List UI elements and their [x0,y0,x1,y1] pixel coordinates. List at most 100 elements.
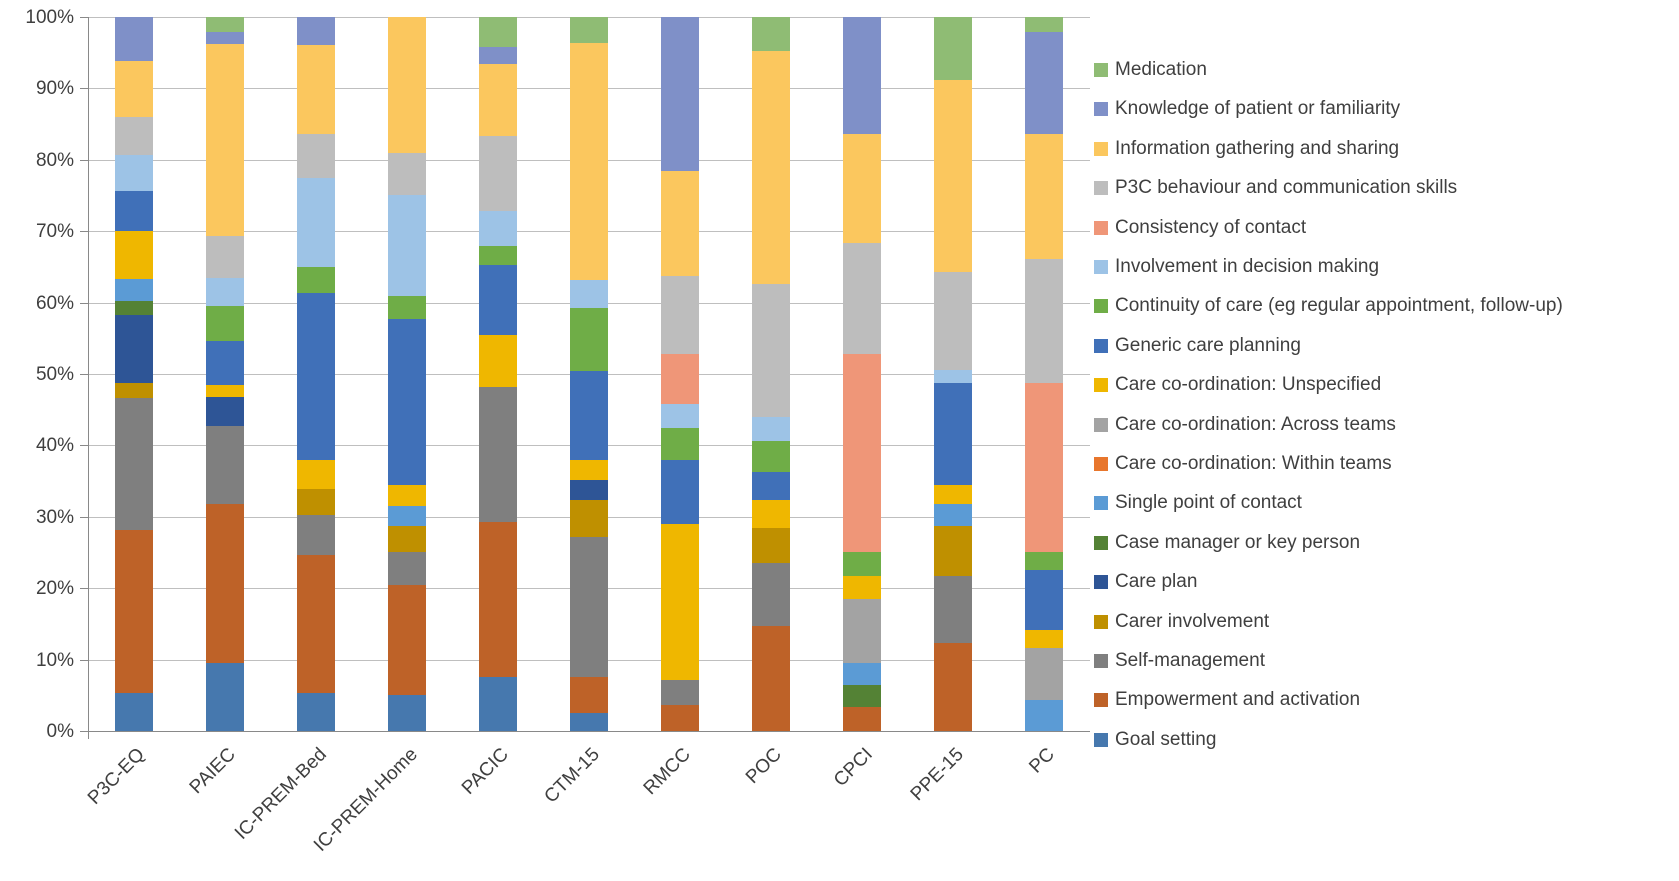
segment-IC-PREM-Home-Carer involvement [387,526,426,552]
bar-IC-PREM-Home [387,17,426,731]
legend-item-Medication: Medication [1094,60,1207,80]
plot-area [88,17,1090,731]
segment-IC-PREM-Home-Self-management [387,551,426,585]
segment-CPCI-Knowledge of patient or familiarity [843,17,882,135]
legend-item-Information gathering and sharing: Information gathering and sharing [1094,138,1399,159]
segment-RMCC-P3C behaviour and communication skills [661,275,700,355]
legend-item-Generic care planning: Generic care planning [1094,335,1301,356]
y-tick-label-90%: 90% [35,78,74,100]
segment-POC-Involvement in decision making [752,416,791,442]
y-tick-20% [80,588,88,590]
segment-PC-Single point of contact [1025,700,1064,731]
legend-label: P3C behaviour and communication skills [1115,177,1458,199]
segment-PAIEC-Empowerment and activation [205,503,244,664]
segment-PC-P3C behaviour and communication skills [1025,258,1064,383]
segment-PAIEC-Knowledge of patient or familiarity [205,32,244,45]
segment-PAIEC-Continuity of care (eg regular appointment, follow-up) [205,306,244,342]
segment-PAIEC-Self-management [205,426,244,504]
segment-PPE-15-Care co-ordination: Unspecified [934,484,973,504]
segment-IC-PREM-Home-Generic care planning [387,319,426,485]
segment-PPE-15-Self-management [934,576,973,644]
y-tick-60% [80,302,88,304]
segment-IC-PREM-Home-Care co-ordination: Unspecified [387,484,426,507]
segment-P3C-EQ-Carer involvement [114,382,153,398]
legend-swatch-icon [1094,693,1108,708]
segment-CPCI-Care co-ordination: Across teams [843,598,882,664]
segment-PC-Consistency of contact [1025,382,1064,553]
legend-item-Care co-ordination: Within teams: Care co-ordination: Within teams [1094,454,1392,474]
segment-POC-P3C behaviour and communication skills [752,284,791,417]
segment-PAIEC-P3C behaviour and communication skills [205,235,244,278]
y-tick-100% [80,17,88,18]
segment-RMCC-Empowerment and activation [661,705,700,731]
legend-label: Continuity of care (eg regular appointme… [1115,295,1563,317]
y-tick-30% [80,516,88,518]
segment-P3C-EQ-P3C behaviour and communication skills [114,117,153,155]
segment-CTM-15-Care plan [570,480,608,500]
legend-label: Empowerment and activation [1115,689,1361,711]
segment-POC-Generic care planning [752,471,791,500]
segment-IC-PREM-Bed-Continuity of care (eg regular appointment, follow-up) [296,266,335,294]
segment-PAIEC-Care co-ordination: Unspecified [205,384,244,397]
segment-RMCC-Generic care planning [661,460,700,524]
segment-PC-Continuity of care (eg regular appointment, follow-up) [1025,552,1064,570]
segment-PACIC-Involvement in decision making [478,210,517,246]
segment-CTM-15-Continuity of care (eg regular appointment, follow-up) [570,308,608,372]
segment-PC-Medication [1025,17,1064,33]
legend-item-Care plan: Care plan [1094,572,1197,592]
segment-RMCC-Self-management [661,679,700,706]
y-tick-70% [80,231,88,233]
segment-P3C-EQ-Involvement in decision making [114,154,153,191]
legend-item-Goal setting: Goal setting [1094,729,1216,750]
legend-swatch-icon [1094,457,1108,471]
segment-RMCC-Knowledge of patient or familiarity [661,17,700,172]
segment-PPE-15-Information gathering and sharing [934,79,973,272]
segment-P3C-EQ-Single point of contact [114,279,153,302]
segment-PC-Knowledge of patient or familiarity [1025,32,1064,135]
segment-PACIC-Medication [478,17,517,48]
segment-PACIC-P3C behaviour and communication skills [478,136,517,211]
segment-IC-PREM-Bed-Involvement in decision making [296,177,335,267]
legend-label: Single point of contact [1115,492,1302,514]
segment-IC-PREM-Bed-Empowerment and activation [296,554,335,694]
y-tick-0% [80,731,88,732]
legend-label: Knowledge of patient or familiarity [1115,98,1401,120]
y-tick-label-100%: 100% [25,7,74,28]
segment-P3C-EQ-Care co-ordination: Unspecified [114,231,153,280]
segment-IC-PREM-Home-Empowerment and activation [387,584,426,696]
x-axis-line [80,731,1090,732]
y-tick-10% [80,659,88,661]
segment-CPCI-Single point of contact [843,663,882,686]
segment-RMCC-Continuity of care (eg regular appointment, follow-up) [661,428,700,461]
segment-PAIEC-Goal setting [205,663,244,731]
legend-item-Self-management: Self-management [1094,651,1265,671]
legend-swatch-icon [1094,141,1108,156]
segment-PPE-15-Empowerment and activation [934,643,973,731]
segment-RMCC-Consistency of contact [661,354,700,405]
segment-PPE-15-Carer involvement [934,526,973,577]
segment-CTM-15-Goal setting [570,713,608,731]
segment-CTM-15-Medication [570,17,608,43]
legend-swatch-icon [1094,417,1108,432]
legend-swatch-icon [1094,535,1108,550]
segment-P3C-EQ-Care plan [114,314,153,383]
legend-swatch-icon [1094,260,1108,274]
segment-CTM-15-Carer involvement [570,499,608,537]
legend-label: Care plan [1115,571,1198,593]
segment-CPCI-Continuity of care (eg regular appointment, follow-up) [843,551,882,577]
y-tick-40% [80,445,88,447]
segment-RMCC-Involvement in decision making [661,404,700,429]
segment-CPCI-Consistency of contact [843,354,882,552]
legend-label: Care co-ordination: Unspecified [1115,374,1382,396]
segment-IC-PREM-Home-Involvement in decision making [387,194,426,296]
segment-CTM-15-Information gathering and sharing [570,42,608,280]
bar-PPE-15 [934,17,973,731]
bar-RMCC [661,17,700,731]
y-axis-line [88,17,89,739]
segment-CTM-15-Self-management [570,536,608,678]
segment-P3C-EQ-Self-management [114,397,153,531]
legend-item-Case manager or key person: Case manager or key person [1094,532,1360,553]
segment-IC-PREM-Home-P3C behaviour and communication skills [387,153,426,195]
segment-POC-Care co-ordination: Unspecified [752,499,791,529]
legend-swatch-icon [1094,732,1108,747]
